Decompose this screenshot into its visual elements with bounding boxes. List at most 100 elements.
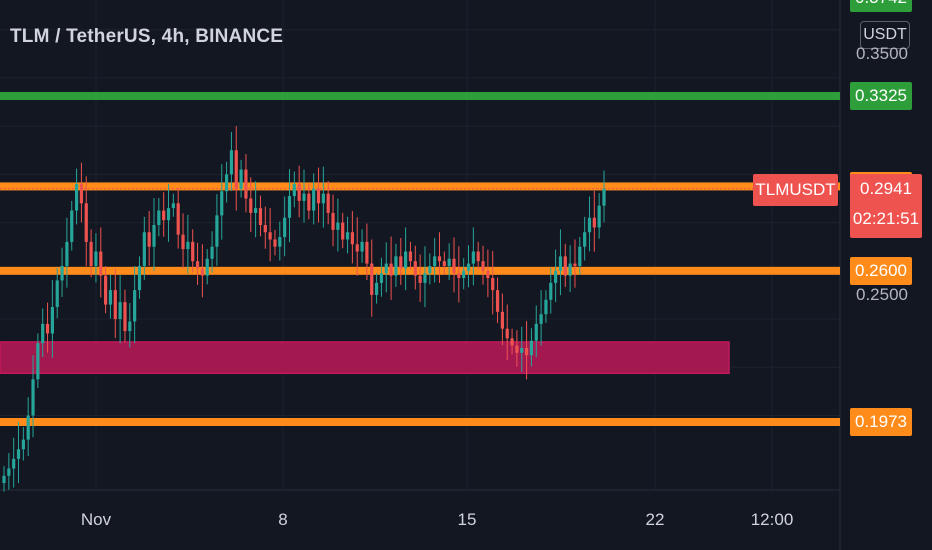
candle-body (554, 270, 558, 283)
candle-body (239, 169, 243, 189)
candle-body (41, 323, 45, 344)
candle-body (360, 241, 364, 252)
symbol-label: TLMUSDT (753, 174, 838, 206)
candle-body (65, 241, 69, 266)
candle-body (263, 225, 267, 233)
candle-body (162, 210, 166, 221)
candle-body (491, 278, 495, 291)
candle-body (195, 261, 200, 269)
candle-body (12, 458, 16, 469)
candle-body (355, 244, 359, 252)
candle-body (326, 193, 330, 213)
candle-body (529, 340, 534, 356)
candle-body (258, 208, 263, 226)
candle-body (452, 258, 456, 274)
candle-body (89, 241, 93, 266)
candle-body (597, 205, 601, 228)
price-tick-label: 0.3500 (856, 43, 908, 63)
candle-body (133, 290, 137, 322)
time-tick-label: Nov (80, 510, 112, 529)
candle-body (137, 265, 142, 291)
candle-body (500, 311, 504, 329)
candle-body (254, 208, 258, 213)
candle-body (16, 449, 21, 459)
candle-body (50, 306, 54, 334)
candle-body (278, 237, 282, 247)
candle-body (384, 263, 388, 274)
level-line[interactable] (0, 418, 840, 426)
candle-body (287, 196, 292, 218)
candle-body (476, 251, 480, 262)
candle-body (433, 256, 437, 266)
level-price-label: 0.1973 (850, 408, 912, 436)
candle-body (229, 150, 234, 175)
candle-body (142, 232, 146, 266)
candle-body (273, 239, 277, 247)
level-line[interactable] (0, 92, 840, 100)
candle-body (374, 282, 379, 295)
candle-body (573, 263, 577, 266)
currency-unit-button[interactable]: USDT (860, 21, 910, 49)
candle-body (45, 323, 50, 334)
candle-body (495, 290, 500, 312)
candle-body (442, 261, 446, 266)
candle-body (462, 270, 466, 279)
candle-body (404, 251, 408, 269)
candle-body (55, 280, 59, 307)
candle-body (350, 232, 354, 245)
candle-body (297, 184, 301, 201)
support-zone (0, 341, 730, 375)
bar-countdown: 02:21:51 (852, 209, 920, 228)
candle-body (123, 302, 127, 332)
candle-body (408, 251, 413, 262)
candle-body (321, 193, 325, 204)
candle-body (578, 246, 582, 266)
candlesticks (2, 126, 606, 492)
candle-body (331, 212, 335, 230)
candle-body (563, 256, 567, 276)
time-tick-label: 15 (457, 510, 477, 529)
candle-body (176, 203, 180, 235)
candle-body (345, 232, 350, 240)
candle-body (336, 222, 340, 230)
candle-body (602, 188, 606, 206)
candle-body (60, 265, 64, 281)
candle-body (457, 273, 461, 279)
candle-body (283, 217, 287, 238)
candle-body (587, 217, 592, 233)
candle-body (365, 241, 369, 264)
candle-body (36, 343, 40, 380)
candle-body (118, 302, 122, 320)
candle-body (94, 251, 98, 266)
candle-body (413, 261, 417, 276)
price-tick-label: 0.2500 (856, 284, 908, 304)
candle-body (166, 208, 171, 221)
candle-body (268, 232, 272, 240)
candle-body (568, 263, 572, 276)
candle-body (128, 321, 132, 332)
candle-body (210, 246, 214, 259)
candle-body (2, 475, 6, 484)
candle-body (307, 193, 311, 211)
candle-body (399, 256, 403, 269)
candle-body (191, 241, 195, 262)
candle-body (428, 265, 432, 274)
price-label-top-partial: 0.3742 (850, 0, 912, 12)
candle-body (389, 263, 393, 276)
chart-title: TLM / TetherUS, 4h, BINANCE (10, 26, 284, 47)
candle-body (437, 256, 442, 262)
candle-body (544, 299, 548, 315)
candle-body (186, 241, 190, 250)
candle-body (7, 468, 11, 476)
candle-body (113, 290, 117, 320)
candle-body (534, 323, 538, 341)
level-price-label: 0.3325 (850, 82, 912, 110)
level-line[interactable] (0, 182, 840, 191)
time-tick-label: 8 (278, 510, 288, 529)
candle-body (74, 184, 79, 211)
candle-body (592, 217, 596, 228)
candle-body (302, 193, 306, 201)
candle-body (394, 256, 398, 276)
